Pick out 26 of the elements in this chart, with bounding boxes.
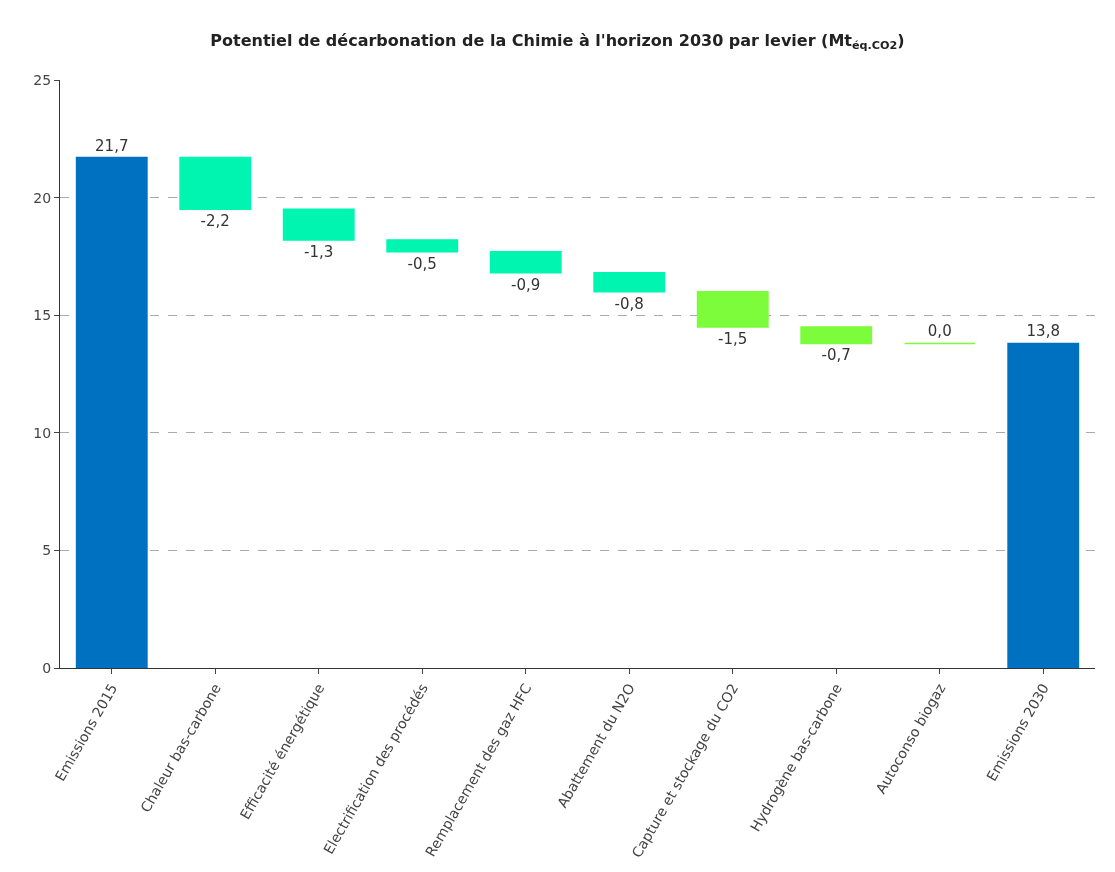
data-label: -0,8 <box>614 294 644 313</box>
y-tick-label: 25 <box>33 71 52 88</box>
y-tick-label: 10 <box>33 424 52 441</box>
bar <box>282 208 355 241</box>
data-label: 13,8 <box>1026 322 1060 341</box>
bar <box>386 239 459 253</box>
data-label: -2,2 <box>200 212 230 231</box>
data-label: 0,0 <box>927 322 952 341</box>
bar <box>489 250 562 274</box>
y-tick-label: 15 <box>33 307 52 324</box>
data-label: -0,5 <box>407 254 437 273</box>
bar <box>179 156 252 211</box>
bar <box>75 156 148 668</box>
bar <box>1007 342 1080 668</box>
y-tick-label: 0 <box>42 659 52 676</box>
data-label: -1,3 <box>304 242 334 261</box>
data-label: -1,5 <box>718 329 748 348</box>
bar <box>696 290 769 328</box>
bar <box>800 326 873 345</box>
data-label: -0,9 <box>511 275 541 294</box>
chart-title: Potentiel de décarbonation de la Chimie à l'horizon 2030 par levier (Mt$_{éq.CO2}$) <box>210 31 905 53</box>
data-label: 21,7 <box>95 136 129 155</box>
data-label: -0,7 <box>821 346 851 365</box>
y-tick-label: 5 <box>42 542 52 559</box>
bar <box>593 272 666 293</box>
y-tick-label: 20 <box>33 189 52 206</box>
